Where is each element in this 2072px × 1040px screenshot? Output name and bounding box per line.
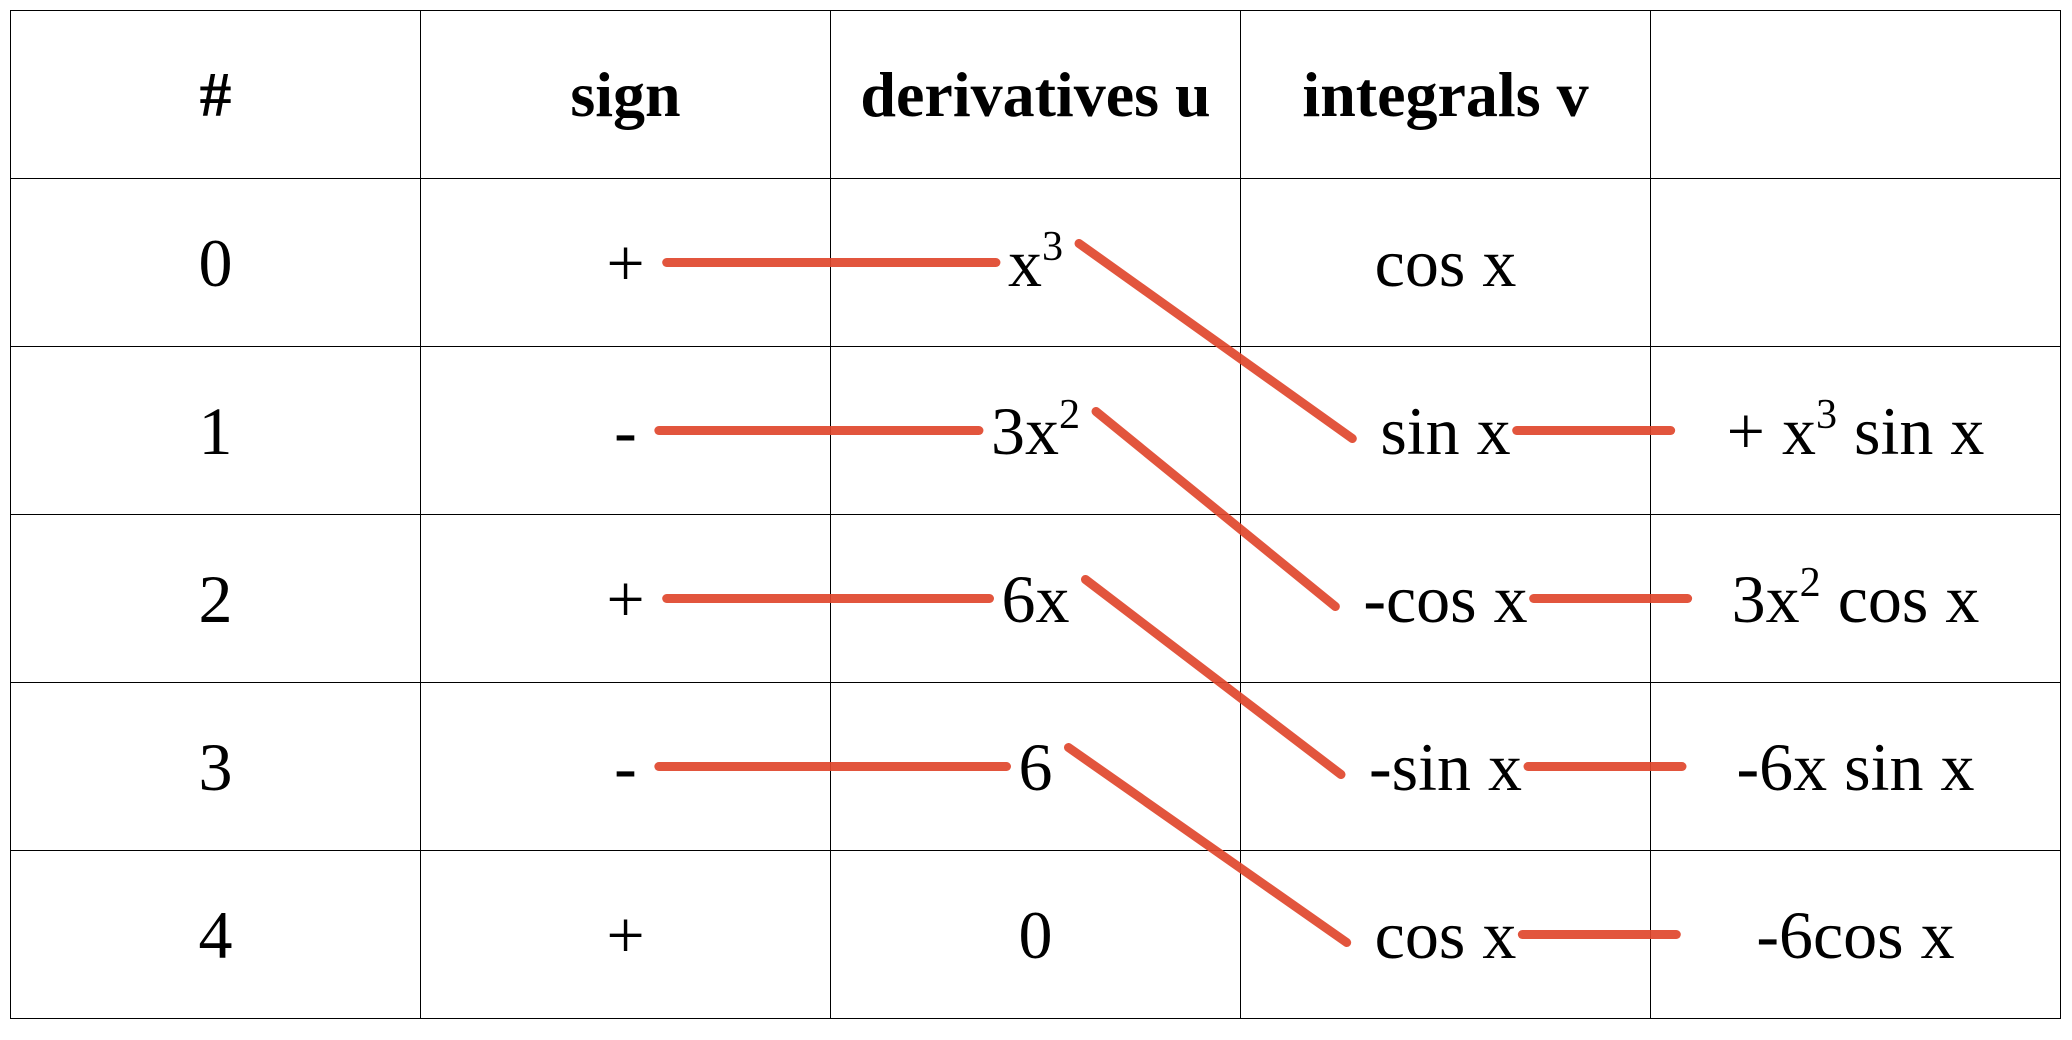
row-index: 3 <box>10 682 421 851</box>
table-row: 1-3x2 sin x + x3 sin x <box>10 346 2061 515</box>
header-row: # sign derivatives u integrals v <box>10 10 2061 179</box>
row-derivative: 6x <box>830 514 1241 683</box>
row-derivative: 0 <box>830 850 1241 1019</box>
row-derivative: x3 <box>830 178 1241 347</box>
row-integral: -sin x <box>1240 682 1651 851</box>
row-integral: -cos x <box>1240 514 1651 683</box>
row-product: -6cos x <box>1650 850 2061 1019</box>
row-product: -6x sin x <box>1650 682 2061 851</box>
header-index: # <box>10 10 421 179</box>
row-integral: cos x <box>1240 850 1651 1019</box>
row-product: 3x2 cos x <box>1650 514 2061 683</box>
row-sign: - <box>420 346 831 515</box>
row-product: + x3 sin x <box>1650 346 2061 515</box>
row-index: 1 <box>10 346 421 515</box>
row-index: 2 <box>10 514 421 683</box>
row-derivative: 6 <box>830 682 1241 851</box>
row-derivative: 3x2 <box>830 346 1241 515</box>
row-sign: + <box>420 850 831 1019</box>
table-row: 4 +0 cos x -6cos x <box>10 850 2061 1019</box>
header-integrals: integrals v <box>1240 10 1651 179</box>
header-product <box>1650 10 2061 179</box>
row-sign: + <box>420 514 831 683</box>
tabular-integration-table: # sign derivatives u integrals v 0 + x3 cos… <box>10 10 2061 1019</box>
table-row: 0 + x3 cos x <box>10 178 2061 347</box>
table-row: 2 +6x -cos x 3x2 cos x <box>10 514 2061 683</box>
row-sign: + <box>420 178 831 347</box>
row-product <box>1650 178 2061 347</box>
row-integral: sin x <box>1240 346 1651 515</box>
row-index: 0 <box>10 178 421 347</box>
table-row: 3-6 -sin x -6x sin x <box>10 682 2061 851</box>
header-derivatives: derivatives u <box>830 10 1241 179</box>
row-integral: cos x <box>1240 178 1651 347</box>
row-index: 4 <box>10 850 421 1019</box>
header-sign: sign <box>420 10 831 179</box>
row-sign: - <box>420 682 831 851</box>
